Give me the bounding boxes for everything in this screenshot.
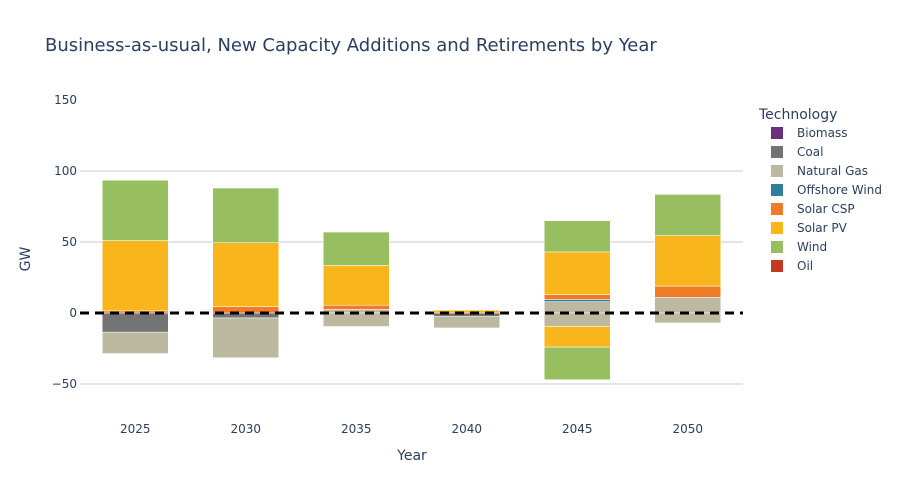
y-tick-label: 150 (54, 93, 77, 107)
bar-natural-gas[interactable] (102, 331, 169, 354)
legend-swatch (771, 165, 783, 177)
y-tick-label: 0 (69, 306, 77, 320)
legend-item-wind[interactable]: Wind (771, 240, 827, 254)
legend[interactable]: Technology Biomass Coal Natural Gas Offshor… (758, 107, 882, 273)
legend-label: Solar PV (797, 221, 848, 235)
bar-natural-gas[interactable] (544, 301, 611, 314)
legend-title: Technology (758, 107, 837, 123)
gridlines (80, 170, 743, 385)
bar-retirement-solar-pv[interactable] (544, 326, 611, 348)
legend-item-biomass[interactable]: Biomass (771, 126, 847, 140)
y-tick-label: 50 (62, 235, 77, 249)
x-tick-label: 2030 (230, 422, 261, 436)
bar-natural-gas[interactable] (433, 316, 500, 329)
bar-natural-gas[interactable] (212, 317, 279, 358)
bar-retirement-natural-gas[interactable] (544, 312, 611, 327)
x-tick-label: 2045 (562, 422, 593, 436)
legend-label: Oil (797, 259, 813, 273)
bar-natural-gas[interactable] (654, 297, 721, 314)
legend-label: Natural Gas (797, 164, 868, 178)
legend-item-solar-csp[interactable]: Solar CSP (771, 202, 855, 216)
bar-wind[interactable] (544, 220, 611, 253)
legend-item-oil[interactable]: Oil (771, 259, 813, 273)
bar-solar-pv[interactable] (654, 235, 721, 287)
legend-item-natural-gas[interactable]: Natural Gas (771, 164, 868, 178)
legend-swatch (771, 127, 783, 139)
bar-solar-csp[interactable] (323, 304, 390, 310)
legend-swatch (771, 203, 783, 215)
y-tick-labels: −50 0 50 100 150 (52, 93, 77, 391)
bars (102, 179, 721, 380)
bar-offshore-wind[interactable] (544, 299, 611, 302)
x-tick-label: 2050 (672, 422, 703, 436)
legend-item-solar-pv[interactable]: Solar PV (771, 221, 848, 235)
bar-solar-csp[interactable] (544, 294, 611, 300)
y-axis-title: GW (18, 247, 34, 272)
legend-item-coal[interactable]: Coal (771, 145, 823, 159)
legend-swatch (771, 222, 783, 234)
x-axis-title: Year (396, 448, 427, 464)
legend-swatch (771, 184, 783, 196)
bar-solar-pv[interactable] (212, 242, 279, 307)
x-tick-labels: 2025 2030 2035 2040 2045 2050 (120, 422, 703, 436)
legend-label: Offshore Wind (797, 183, 882, 197)
legend-label: Wind (797, 240, 827, 254)
bar-wind[interactable] (323, 231, 390, 266)
legend-swatch (771, 260, 783, 272)
legend-item-offshore-wind[interactable]: Offshore Wind (771, 183, 882, 197)
legend-label: Biomass (797, 126, 847, 140)
chart-title: Business-as-usual, New Capacity Addition… (45, 35, 657, 56)
legend-swatch (771, 241, 783, 253)
x-tick-label: 2040 (451, 422, 482, 436)
bar-solar-pv[interactable] (323, 265, 390, 306)
bar-wind[interactable] (212, 187, 279, 243)
x-tick-label: 2035 (341, 422, 372, 436)
y-tick-label: −50 (52, 377, 77, 391)
bar-solar-pv[interactable] (102, 240, 169, 312)
bar-retirement-wind[interactable] (544, 346, 611, 380)
legend-label: Solar CSP (797, 202, 855, 216)
bar-solar-csp[interactable] (654, 285, 721, 298)
y-tick-label: 100 (54, 164, 77, 178)
bar-solar-pv[interactable] (544, 251, 611, 295)
bar-wind[interactable] (102, 179, 169, 241)
bar-coal[interactable] (102, 312, 169, 333)
legend-swatch (771, 146, 783, 158)
x-tick-label: 2025 (120, 422, 151, 436)
bar-retirement-natural-gas[interactable] (323, 312, 390, 327)
legend-label: Coal (797, 145, 823, 159)
bar-wind[interactable] (654, 194, 721, 236)
